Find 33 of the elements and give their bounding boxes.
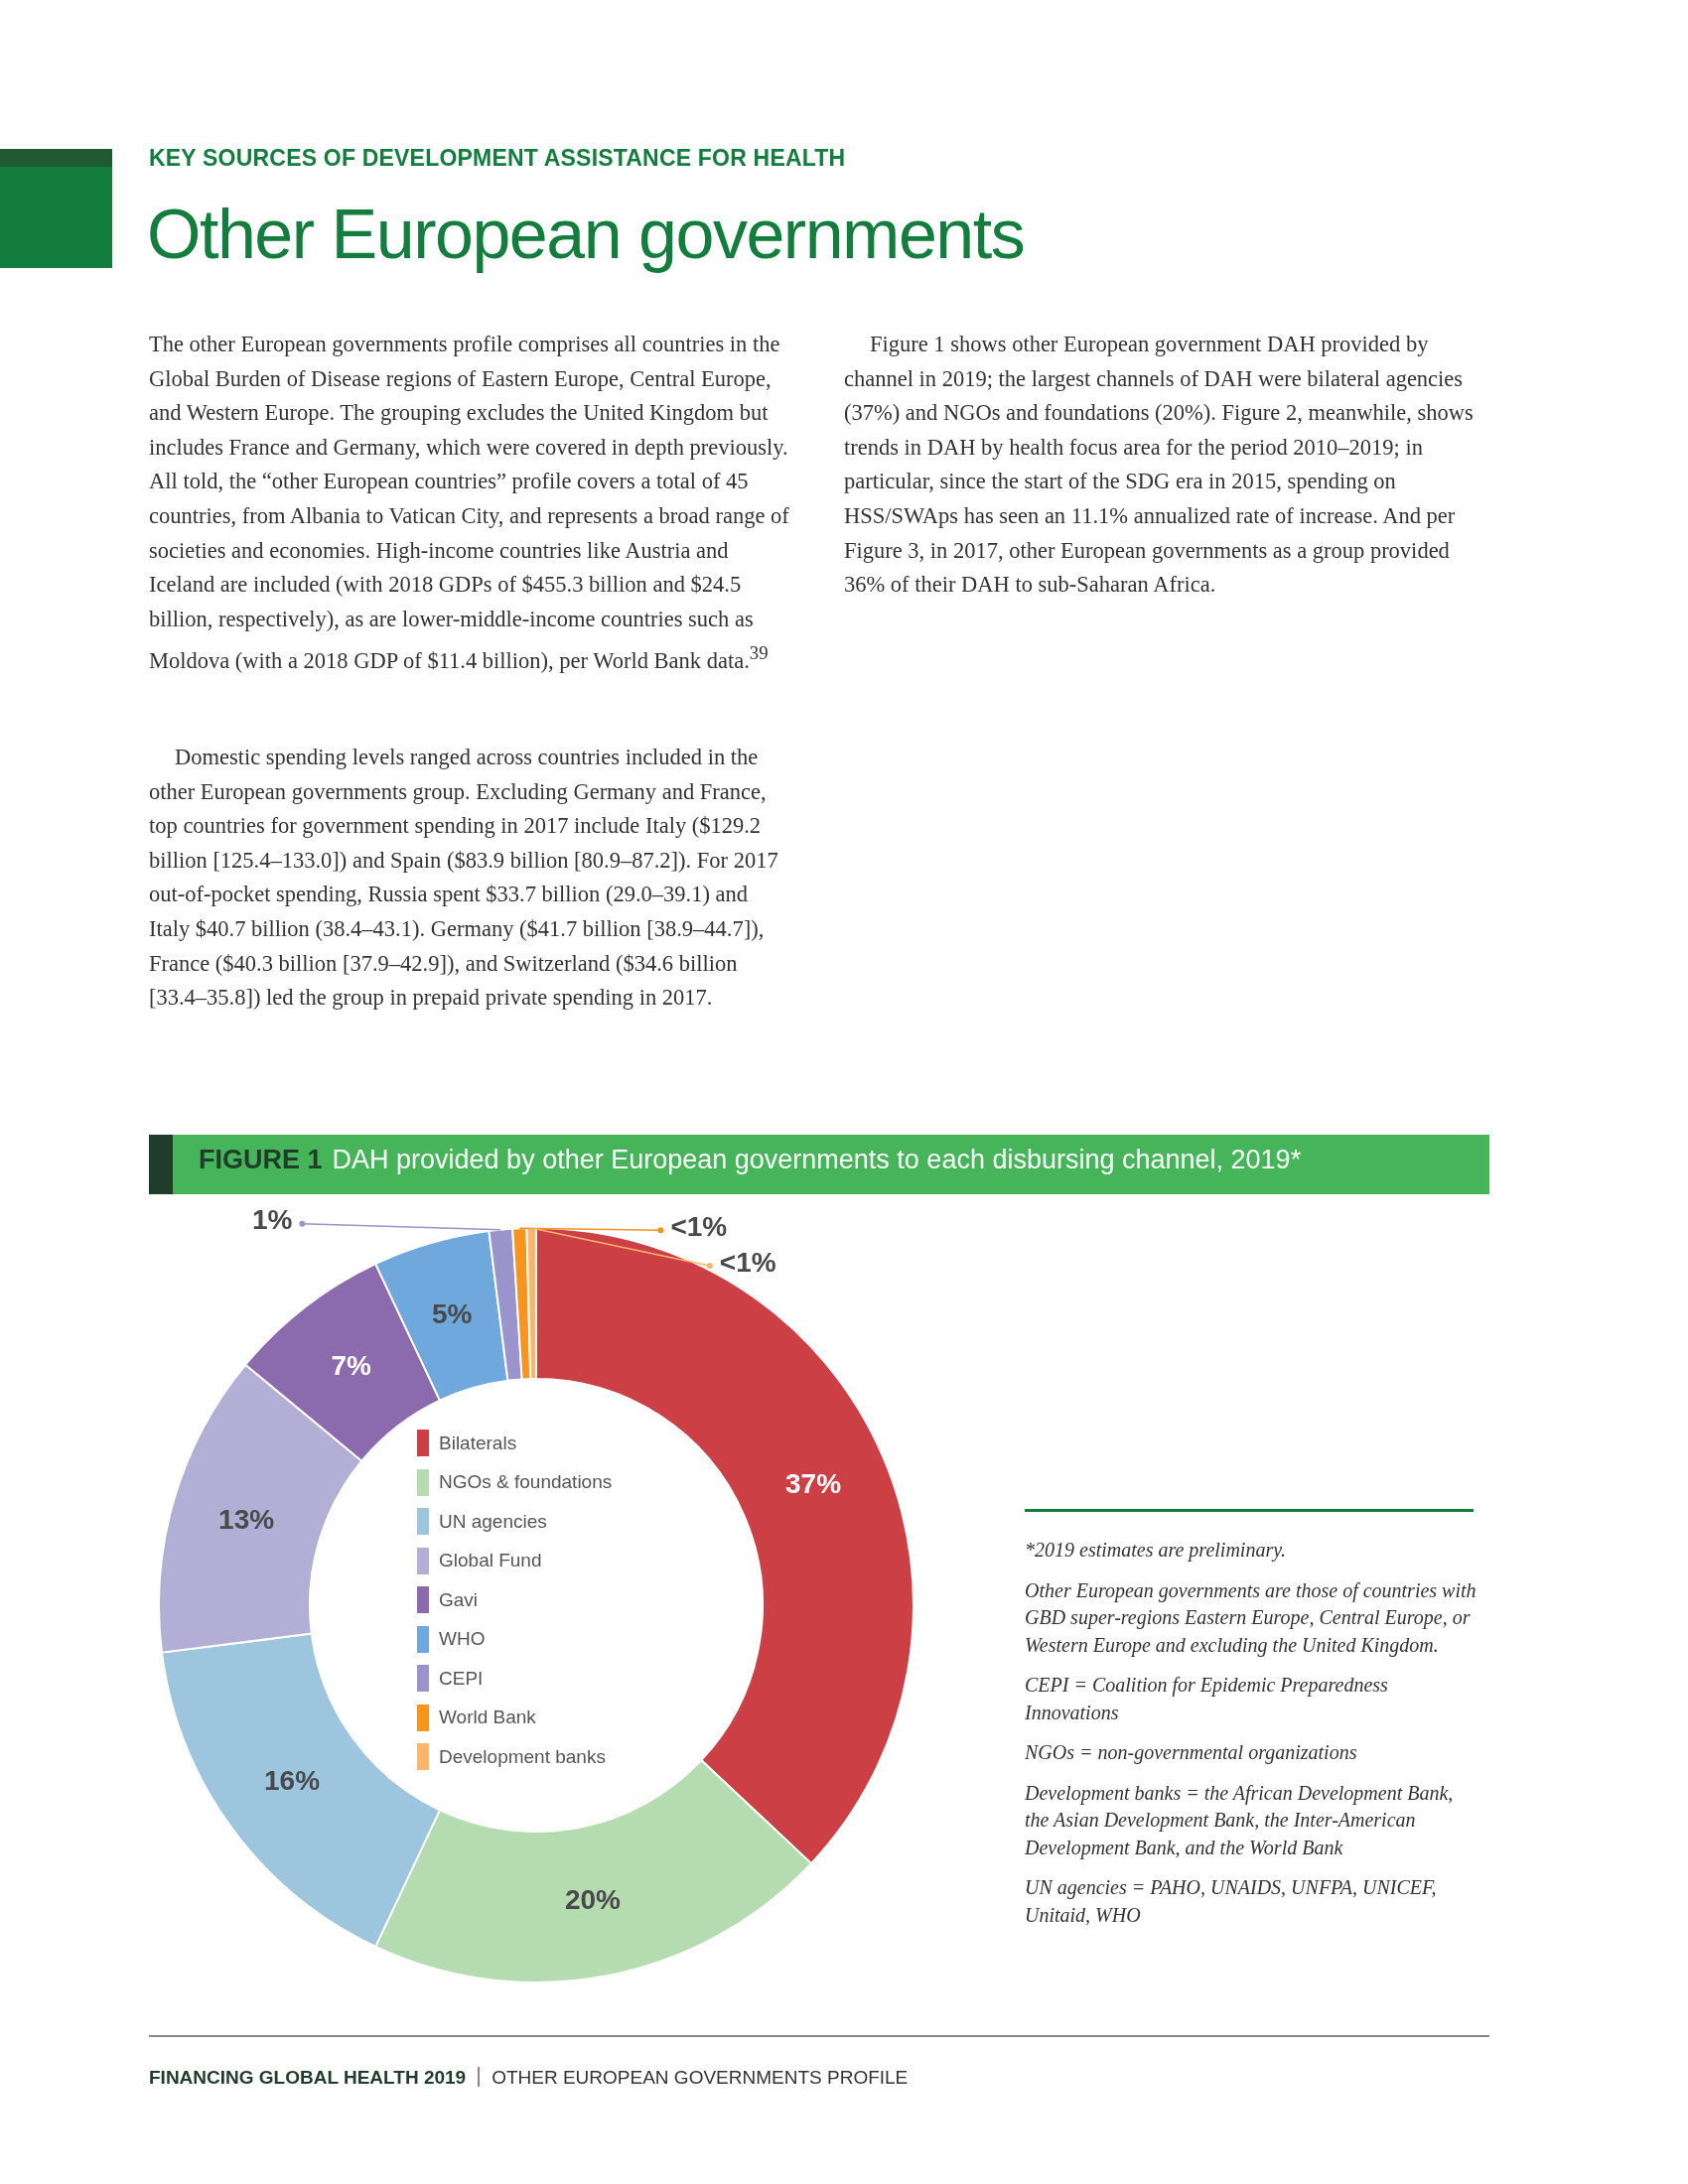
legend-label: Development banks <box>439 1745 606 1768</box>
data-label: 16% <box>264 1765 321 1797</box>
text: UN agencies = PAHO, UNAIDS, UNFPA, UNICEF, Unitaid, WHO <box>1025 1875 1438 1928</box>
legend-label: Bilaterals <box>439 1432 517 1454</box>
legend-label: WHO <box>439 1628 486 1651</box>
legend-label: NGOs & foundations <box>439 1471 613 1494</box>
text: CEPI = Coalition for Epidemic Preparedness Innovations <box>1025 1673 1389 1725</box>
data-label: 7% <box>331 1349 372 1381</box>
caption: FIGURE 1 <box>199 1145 323 1174</box>
caption: Figure 1 shows other European government DAH provided by channel in 2019; the largest channels of DAH were bilateral agencies (37%) and NGOs and foundations (20%). Figure 2, meanwhile, shows trends in DAH by health focus area for the period 2010–2019; in particular, since the start of the SDG era in 2015, spending on HSS/SWAps has seen an 11.1% annualized rate of increase. And per Figure 3, in 2017, other European governments as a group provided 36% of their DAH to sub-Saharan Africa. <box>844 331 1475 600</box>
text: Domestic spending levels ranged across countries included in the other European governments group. Excluding Germany and France, top countries for government spending in 2017 include Italy ($129.2 billion [125.4–133.0]) and Spain ($83.9 billion [80.9–87.2]). For 2017 out-of-pocket spending, Russia spent $33.7 billion (29.0–39.1) and Italy $40.7 billion (38.4–43.1). Germany ($41.7 billion [38.9–44.7]), France ($40.3 billion [37.9–42.9]), and Switzerland ($34.6 billion [33.4–35.8]) led the group in prepaid private spending in 2017. <box>149 744 779 1013</box>
text: Other European governments are those of countries with GBD super-regions Eastern Europe, Central Europe, or Western Europe and excluding the United Kingdom. <box>1025 1577 1477 1659</box>
data-label: 5% <box>431 1297 473 1329</box>
data-label: <1% <box>719 1246 776 1278</box>
legend-label: World Bank <box>439 1706 536 1729</box>
data-label: 37% <box>784 1467 842 1499</box>
data-label: 20% <box>564 1884 622 1916</box>
text: *2019 estimates are preliminary. <box>1025 1538 1287 1564</box>
chart-title: DAH provided by other European governments to each disbursing channel, 2019* <box>332 1145 1302 1174</box>
legend-label: UN agencies <box>439 1510 547 1533</box>
data-label: 1% <box>251 1204 293 1236</box>
legend-label: CEPI <box>439 1667 484 1690</box>
text: NGOs = non-governmental organizations <box>1025 1740 1358 1766</box>
text: FINANCING GLOBAL HEALTH 2019 <box>149 2067 467 2088</box>
legend-label: Gavi <box>439 1588 479 1611</box>
text: KEY SOURCES OF DEVELOPMENT ASSISTANCE FOR HEALTH <box>149 145 846 172</box>
text: OTHER EUROPEAN GOVERNMENTS PROFILE <box>492 2067 909 2088</box>
text: Development banks = the African Development Bank, the Asian Development Bank, the Inter-American Development Bank, and the World Bank <box>1025 1780 1455 1861</box>
data-label: <1% <box>670 1211 728 1243</box>
data-label: 13% <box>218 1503 275 1535</box>
legend-label: Global Fund <box>439 1550 542 1572</box>
text: Other European governments <box>147 195 1025 274</box>
text: The other European governments profile comprises all countries in the Global Burden of Disease regions of Eastern Europe, Central Europe, and Western Europe. The grouping excludes the United Kingdom but includes France and Germany, which were covered in depth previously. All told, the “other European countries” profile covers a total of 45 countries, from Albania to Vatican City, and represents a broad range of societies and economies. High-income countries like Austria and Iceland are included (with 2018 GDPs of $455.3 billion and $24.5 billion, respectively), as are lower-middle-income countries such as Moldova (with a 2018 GDP of $11.4 billion), per World Bank data.$^{39}$ <box>149 332 789 673</box>
